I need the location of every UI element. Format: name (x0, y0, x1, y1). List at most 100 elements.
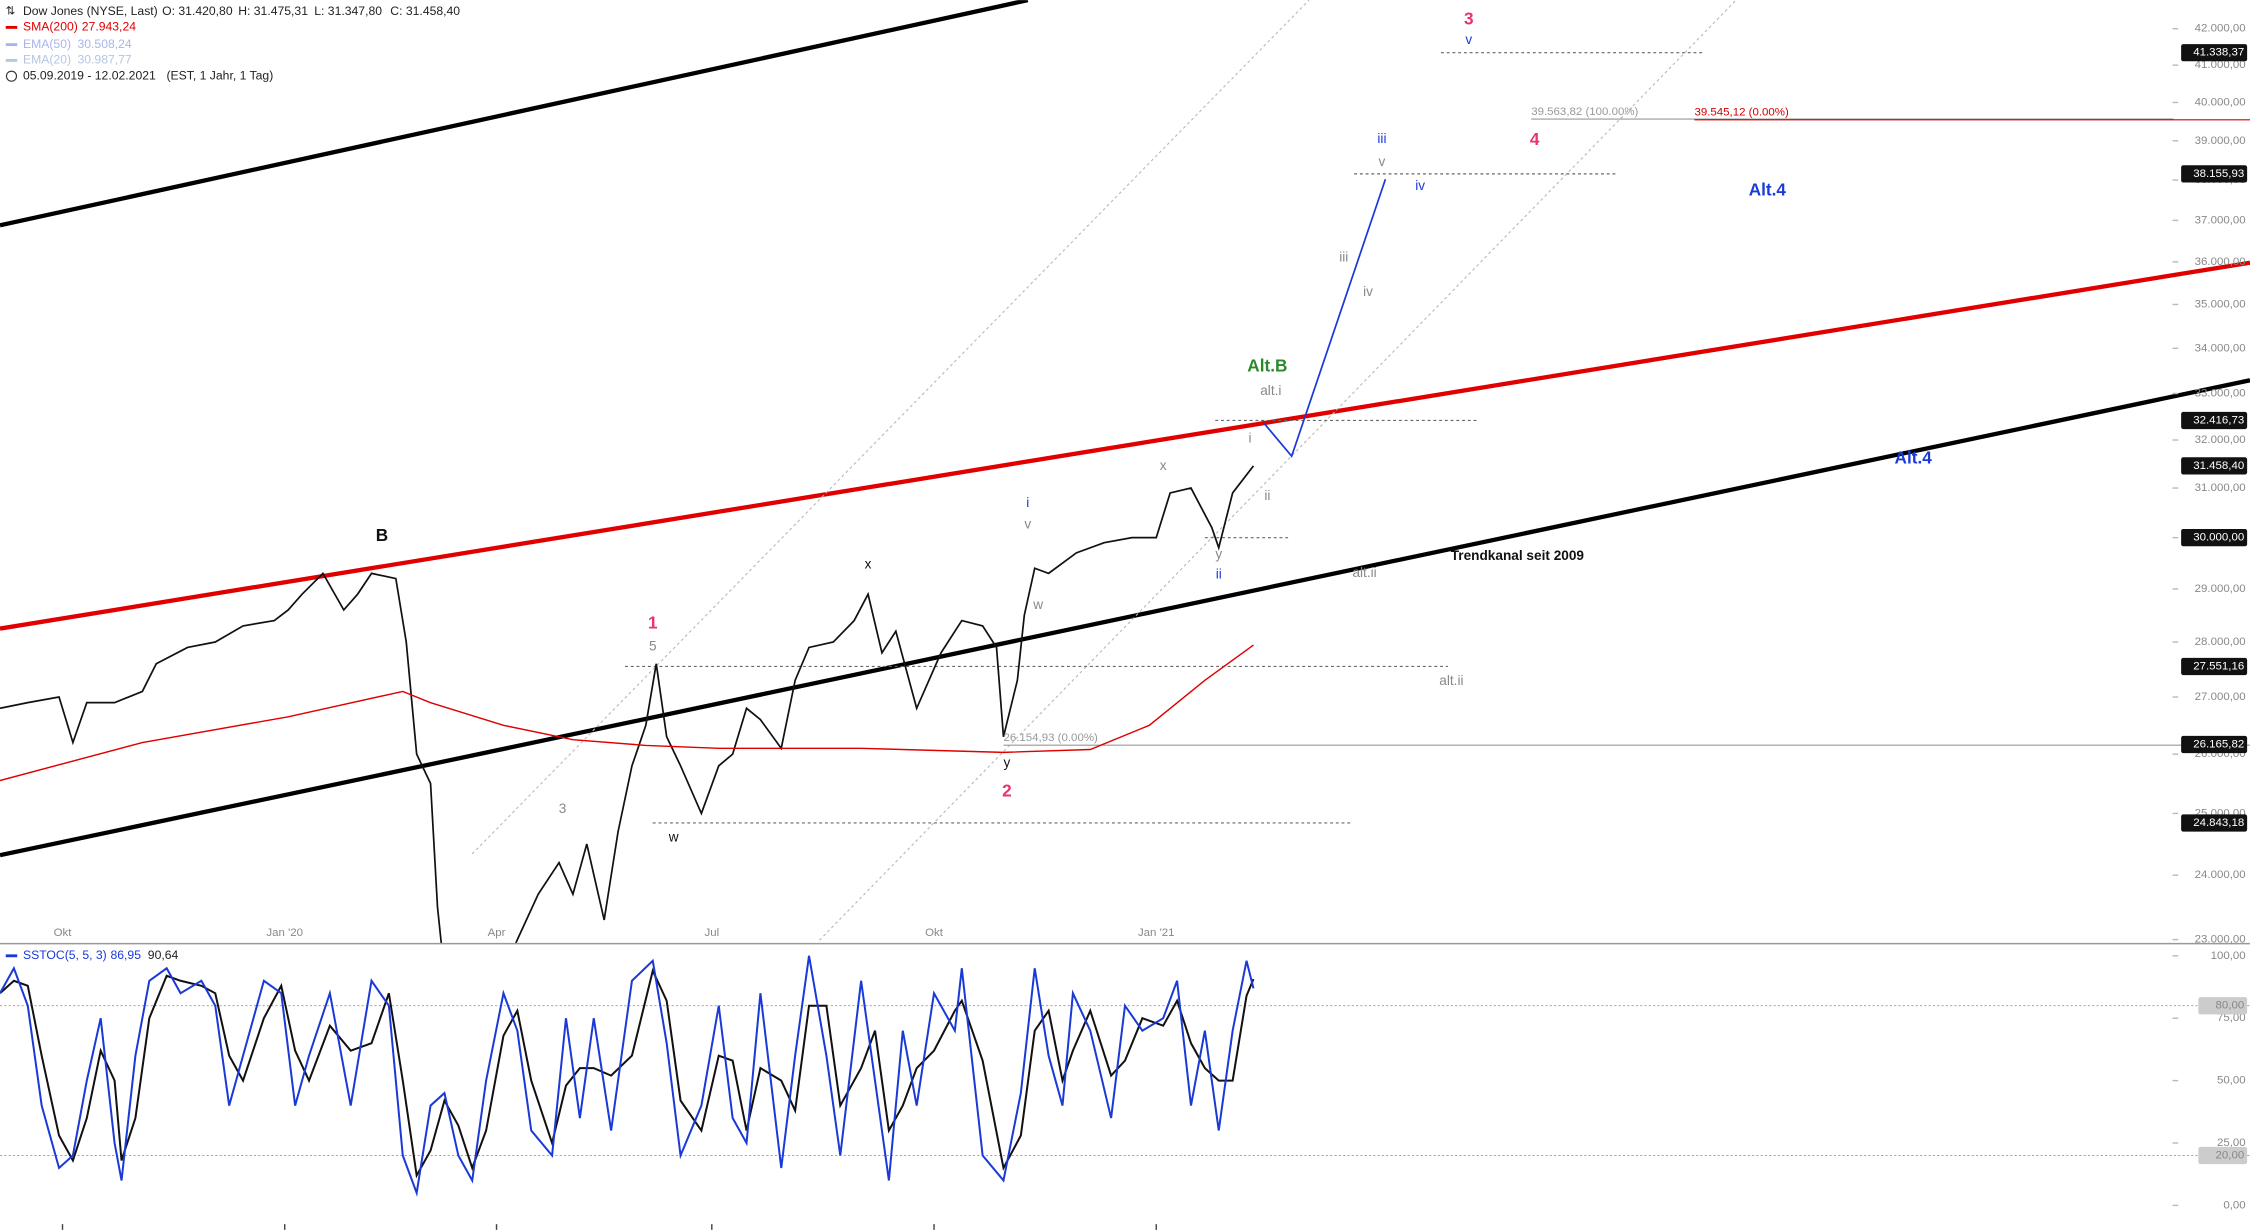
y-tick-label: 50,00 (2217, 1075, 2246, 1087)
legend-close: C: 31.458,40 (390, 4, 460, 18)
wave-label: Alt.4 (1895, 448, 1933, 468)
wave-label: i (1026, 495, 1029, 510)
wave-label: w (1032, 597, 1043, 612)
wave-label: Trendkanal seit 2009 (1451, 548, 1585, 563)
projection-line (1263, 178, 1387, 458)
price-tag (2181, 814, 2248, 832)
series-line (0, 644, 1254, 782)
chart-icon: ⇅ (6, 6, 16, 18)
y-tick-label: 24.000,00 (2195, 869, 2246, 881)
wave-label: y (1215, 546, 1222, 561)
y-tick-label: 35.000,00 (2195, 299, 2246, 311)
wave-label: alt.ii (1352, 565, 1376, 580)
legend-ema50: EMA(50) (23, 37, 71, 51)
y-tick-label: 42.000,00 (2195, 23, 2246, 35)
wave-label: x (865, 557, 872, 572)
price-tag (2181, 735, 2248, 754)
price-tag (2181, 44, 2248, 62)
wave-label: v (1465, 32, 1472, 47)
ref-tag-label: 20,00 (2216, 1150, 2245, 1162)
price-tag-label: 31.458,40 (2193, 460, 2244, 472)
price-tag-label: 30.000,00 (2193, 532, 2244, 544)
series-line (0, 955, 1255, 1197)
wave-label: 3 (559, 801, 567, 816)
timeframe: (EST, 1 Jahr, 1 Tag) (166, 68, 273, 82)
wave-label: 2 (1002, 780, 1012, 800)
price-tag (2181, 529, 2248, 547)
legend-ema20: EMA(20) (23, 53, 71, 67)
y-tick-label: 39.000,00 (2195, 135, 2246, 147)
y-tick-label: 29.000,00 (2195, 583, 2246, 595)
level-note: 26.154,93 (0.00%) (1003, 732, 1098, 744)
y-tick-label: 41.000,00 (2195, 59, 2246, 71)
ref-tag-label: 80,00 (2216, 1000, 2245, 1012)
wave-label: alt.i (1260, 383, 1281, 398)
series-line (0, 465, 1255, 943)
legend-title: Dow Jones (NYSE, Last) (23, 4, 158, 18)
wave-label: v (1379, 154, 1386, 169)
wave-label: ii (1264, 488, 1270, 503)
trend-line (0, 378, 2250, 858)
y-tick-label: 36.000,00 (2195, 256, 2246, 268)
wave-label: iv (1363, 284, 1373, 299)
trend-line (0, 0, 1029, 228)
wave-label: 3 (1464, 9, 1474, 29)
y-tick-label: 75,00 (2217, 1012, 2246, 1024)
stoch-plot (0, 955, 2250, 1197)
price-tag (2181, 457, 2248, 475)
wave-label: y (1004, 755, 1011, 770)
x-tick-label: Jan '20 (266, 927, 303, 939)
y-tick-label: 100,00 (2211, 950, 2246, 962)
legend-open: O: 31.420,80 (162, 4, 233, 18)
wave-label: iv (1415, 178, 1425, 193)
wave-label: alt.ii (1439, 673, 1463, 688)
level-note: 39.545,12 (0.00%) (1694, 107, 1789, 119)
stoch-panel: 100,00 75,00 50,00 25,00 0,00 80,00 20,00 (0, 950, 2250, 1211)
price-tag (2181, 657, 2248, 676)
wave-label: ii (1216, 567, 1222, 582)
legend-signal-value: 90,64 (148, 948, 179, 962)
x-tick-label: Okt (925, 927, 944, 939)
date-range: 05.09.2019 - 12.02.2021 (23, 68, 156, 82)
y-tick-label: 28.000,00 (2195, 636, 2246, 648)
level-note: 39.563,82 (100.00%) (1531, 106, 1638, 118)
y-tick-label: 27.000,00 (2195, 691, 2246, 703)
wave-label: iii (1377, 131, 1386, 146)
wave-label: v (1024, 517, 1031, 532)
y-tick-label: 37.000,00 (2195, 214, 2246, 226)
main-plot (0, 0, 2250, 943)
y-tick-label: 33.000,00 (2195, 388, 2246, 400)
price-tag-label: 41.338,37 (2193, 47, 2244, 59)
price-tag (2181, 411, 2248, 430)
wave-label: 5 (649, 638, 657, 653)
legend-sstoc-value: 86,95 (110, 948, 141, 962)
y-tick-label: 31.000,00 (2195, 482, 2246, 494)
ref-tag (2198, 1146, 2248, 1165)
wave-label: x (1160, 458, 1167, 473)
legend-sma-value: 27.943,24 (82, 20, 136, 34)
price-tag-label: 26.165,82 (2193, 739, 2244, 751)
ref-tag (2198, 997, 2248, 1015)
y-tick-label: 25,00 (2217, 1137, 2246, 1149)
y-tick-label: 32.000,00 (2195, 434, 2246, 446)
x-tick-label: Jan '21 (1138, 927, 1175, 939)
legend-high: H: 31.475,31 (238, 4, 308, 18)
legend-low: L: 31.347,80 (314, 4, 382, 18)
price-tag-label: 32.416,73 (2193, 414, 2244, 426)
trend-line (819, 0, 1737, 941)
wave-label: i (1248, 431, 1251, 446)
trend-line (471, 0, 1310, 855)
wave-label: B (376, 525, 388, 545)
legend-sstoc: SSTOC(5, 5, 3) (23, 948, 107, 962)
wave-label: Alt.B (1247, 356, 1287, 376)
y-tick-label: 34.000,00 (2195, 342, 2246, 354)
legend-sma: SMA(200) (23, 20, 78, 34)
price-tag-label: 27.551,16 (2193, 661, 2244, 673)
y-tick-label: 40.000,00 (2195, 97, 2246, 109)
trend-line (0, 260, 2250, 631)
x-tick-label: Okt (54, 927, 73, 939)
